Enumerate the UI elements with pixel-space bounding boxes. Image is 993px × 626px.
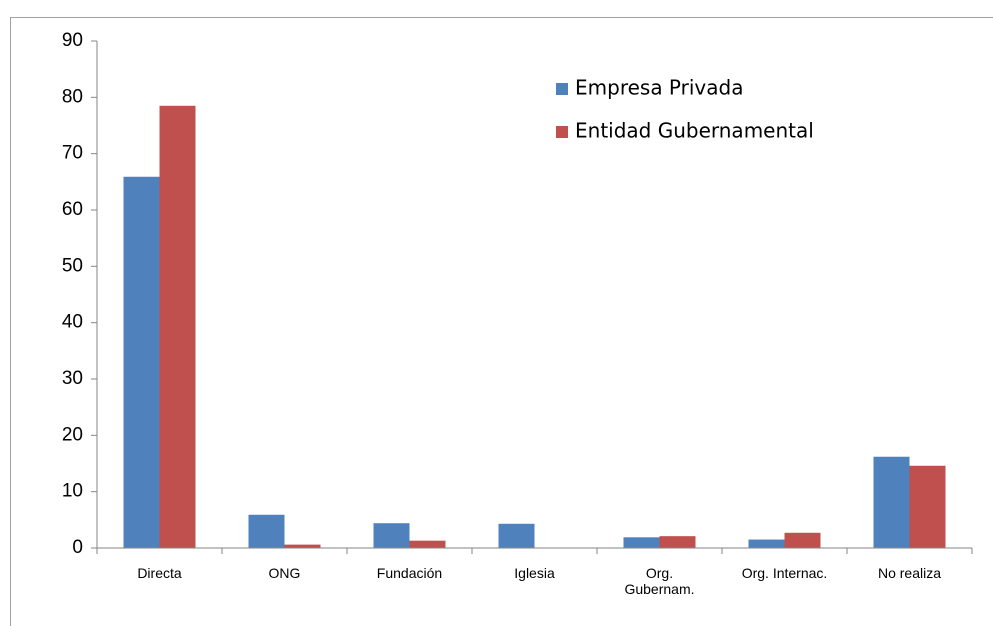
bar (373, 523, 410, 548)
bar (623, 537, 660, 548)
x-tick-label: Org. Gubernam. (624, 565, 695, 597)
bar (159, 105, 196, 549)
x-tick-label: Iglesia (514, 565, 555, 581)
bar (248, 514, 285, 548)
bar (659, 536, 696, 548)
y-tick-label: 50 (62, 255, 83, 276)
legend-swatch (556, 126, 568, 138)
bar (873, 456, 910, 548)
legend-label: Empresa Privada (575, 76, 743, 100)
bar (784, 532, 821, 548)
y-tick-label: 40 (62, 312, 83, 333)
legend-swatch (556, 83, 568, 95)
y-tick-label: 90 (62, 30, 83, 51)
x-tick-label: ONG (268, 565, 301, 581)
x-tick-label: Org. Internac. (741, 565, 828, 581)
y-tick-label: 80 (62, 86, 83, 107)
chart-frame (10, 17, 993, 626)
y-tick-label: 10 (62, 481, 83, 502)
bar (123, 176, 160, 548)
x-tick-label: No realiza (877, 565, 942, 581)
legend-label: Entidad Gubernamental (575, 119, 814, 143)
bar (409, 540, 446, 548)
x-tick-label: Directa (137, 565, 182, 581)
y-tick-label: 70 (62, 143, 83, 164)
y-tick-label: 20 (62, 424, 83, 445)
y-tick-label: 30 (62, 368, 83, 389)
x-tick-label: Fundación (376, 565, 443, 581)
bar (909, 465, 946, 548)
bar (748, 539, 785, 548)
bar (498, 523, 535, 548)
y-tick-label: 60 (62, 199, 83, 220)
y-tick-label: 0 (72, 537, 83, 558)
bar (284, 544, 321, 548)
